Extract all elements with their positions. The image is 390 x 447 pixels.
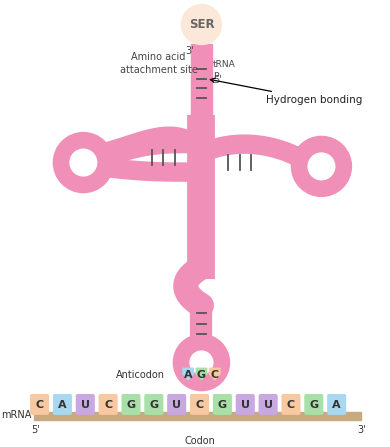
Circle shape bbox=[70, 149, 97, 176]
Text: Anticodon: Anticodon bbox=[116, 370, 165, 380]
FancyBboxPatch shape bbox=[99, 394, 118, 415]
FancyBboxPatch shape bbox=[327, 394, 346, 415]
Text: A: A bbox=[58, 401, 67, 410]
FancyBboxPatch shape bbox=[167, 394, 186, 415]
Text: tRNA
p: tRNA p bbox=[213, 60, 236, 79]
Text: U: U bbox=[81, 401, 90, 410]
Text: 5': 5' bbox=[213, 75, 222, 85]
Text: G: G bbox=[126, 401, 136, 410]
Text: C: C bbox=[104, 401, 112, 410]
Text: SER: SER bbox=[189, 18, 214, 31]
FancyArrow shape bbox=[196, 368, 207, 380]
Text: Hydrogen bonding: Hydrogen bonding bbox=[210, 78, 363, 105]
FancyBboxPatch shape bbox=[282, 394, 300, 415]
FancyBboxPatch shape bbox=[30, 394, 49, 415]
Text: 5': 5' bbox=[31, 426, 40, 435]
FancyBboxPatch shape bbox=[236, 394, 255, 415]
Text: A: A bbox=[332, 401, 341, 410]
Text: G: G bbox=[197, 370, 206, 380]
Text: U: U bbox=[264, 401, 273, 410]
Text: 3': 3' bbox=[357, 426, 366, 435]
Circle shape bbox=[181, 4, 222, 45]
FancyBboxPatch shape bbox=[259, 394, 278, 415]
FancyArrow shape bbox=[209, 368, 220, 380]
Circle shape bbox=[308, 153, 335, 180]
Text: G: G bbox=[218, 401, 227, 410]
Text: 3': 3' bbox=[185, 46, 194, 56]
FancyBboxPatch shape bbox=[144, 394, 163, 415]
FancyBboxPatch shape bbox=[76, 394, 95, 415]
Text: mRNA: mRNA bbox=[2, 410, 32, 420]
FancyBboxPatch shape bbox=[304, 394, 323, 415]
Text: U: U bbox=[241, 401, 250, 410]
Text: C: C bbox=[211, 370, 219, 380]
Text: Amino acid
attachment site: Amino acid attachment site bbox=[120, 52, 198, 75]
FancyBboxPatch shape bbox=[121, 394, 140, 415]
Text: C: C bbox=[35, 401, 44, 410]
Text: Codon: Codon bbox=[184, 436, 215, 446]
FancyBboxPatch shape bbox=[213, 394, 232, 415]
Text: C: C bbox=[195, 401, 204, 410]
Text: A: A bbox=[184, 370, 192, 380]
FancyArrow shape bbox=[183, 368, 193, 380]
Circle shape bbox=[190, 351, 213, 374]
Text: U: U bbox=[172, 401, 181, 410]
Text: C: C bbox=[287, 401, 295, 410]
FancyBboxPatch shape bbox=[190, 394, 209, 415]
Text: G: G bbox=[149, 401, 158, 410]
Text: G: G bbox=[309, 401, 318, 410]
FancyBboxPatch shape bbox=[53, 394, 72, 415]
